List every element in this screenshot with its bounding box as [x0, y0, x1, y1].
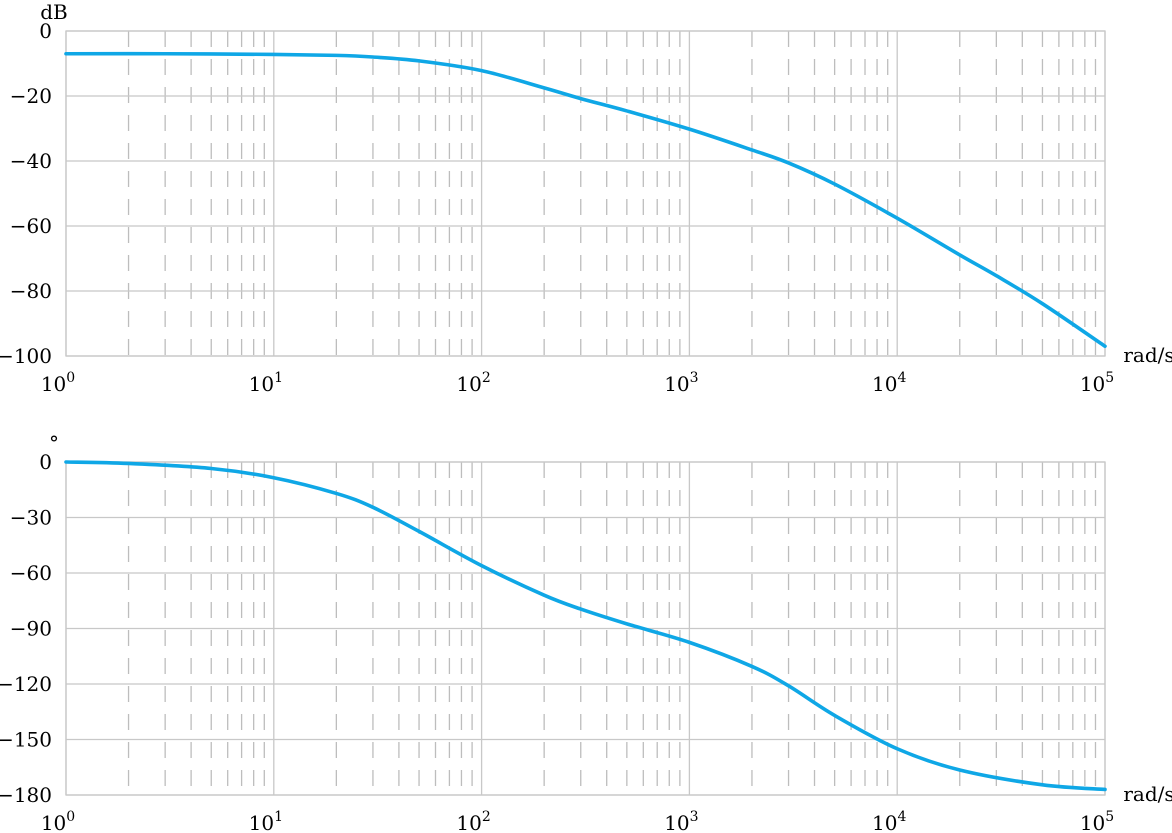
plot-frame — [65, 461, 1106, 796]
y-tick-label: −150 — [0, 728, 52, 752]
x-tick-label: 102 — [456, 370, 490, 396]
y-tick-label: −180 — [0, 783, 52, 807]
y-tick-label: −30 — [10, 506, 52, 530]
x-tick-label: 103 — [664, 809, 698, 833]
magnitude-curve — [64, 51, 1107, 349]
x-tick-label: 100 — [41, 809, 75, 833]
x-tick-label: 101 — [249, 370, 283, 396]
x-axis-label: rad/s — [1123, 782, 1172, 806]
y-axis-label: dB — [40, 0, 68, 24]
x-tick-label: 103 — [664, 370, 698, 396]
y-tick-label: −60 — [10, 214, 52, 238]
plot-frame — [65, 30, 1106, 357]
x-tick-label: 104 — [872, 809, 906, 833]
x-tick-label: 105 — [1080, 370, 1114, 396]
x-tick-label: 100 — [41, 370, 75, 396]
y-axis-label: ° — [49, 431, 59, 455]
y-tick-label: 0 — [39, 19, 52, 43]
x-tick-label: 104 — [872, 370, 906, 396]
x-axis-label: rad/s — [1123, 343, 1172, 367]
y-tick-label: −20 — [10, 84, 52, 108]
y-tick-label: −80 — [10, 279, 52, 303]
y-tick-label: 0 — [39, 450, 52, 474]
x-tick-label: 102 — [456, 809, 490, 833]
x-tick-label: 105 — [1080, 809, 1114, 833]
y-tick-label: −120 — [0, 672, 52, 696]
x-tick-label: 101 — [249, 809, 283, 833]
phase-curve — [64, 460, 1107, 792]
y-tick-label: −60 — [10, 561, 52, 585]
y-tick-label: −90 — [10, 617, 52, 641]
y-tick-label: −100 — [0, 344, 52, 368]
y-tick-label: −40 — [10, 149, 52, 173]
